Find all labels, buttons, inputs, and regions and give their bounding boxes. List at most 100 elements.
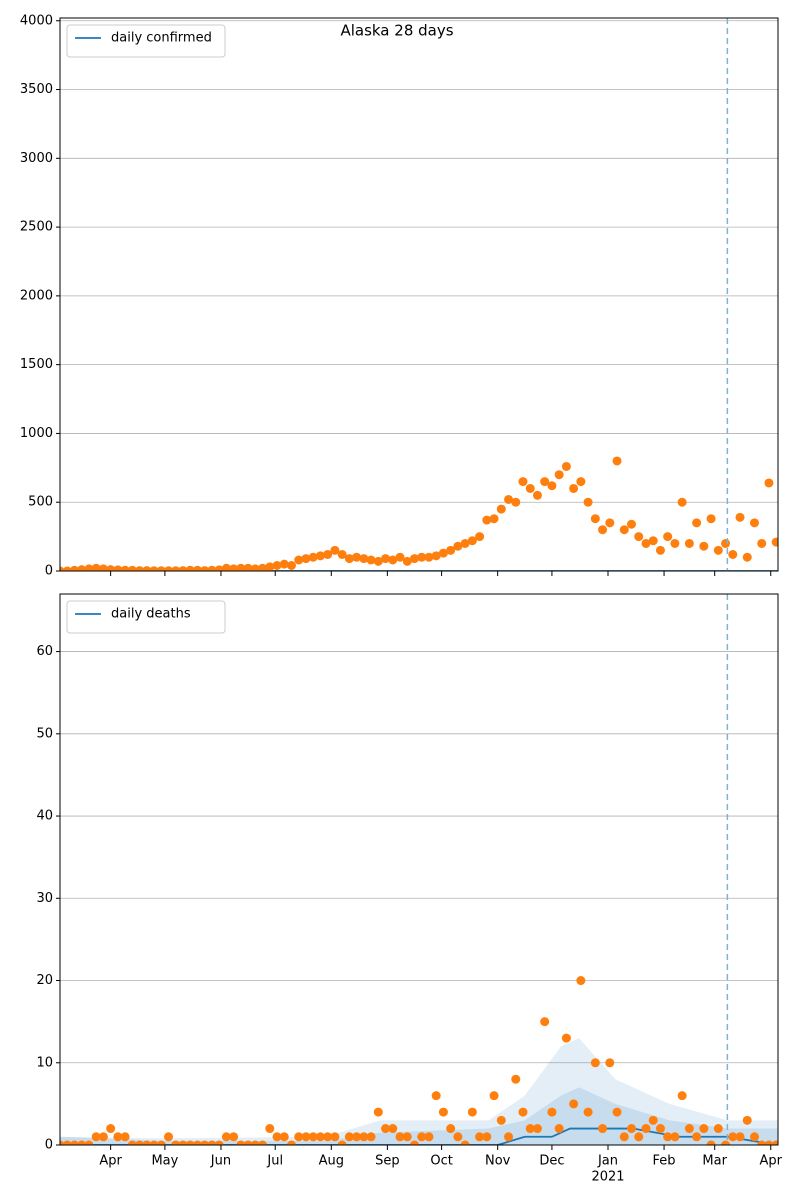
subplot: 0 500 1000 1500 2000 2500 3000 3500 4000 Alaska 2…: [20, 13, 779, 579]
point: [569, 483, 579, 493]
point: [438, 548, 448, 558]
point: [460, 1140, 470, 1145]
point: [178, 1140, 188, 1145]
y-tick-label: 500: [28, 495, 53, 510]
point: [127, 1140, 137, 1145]
line: [60, 1127, 778, 1145]
point: [663, 1132, 673, 1142]
point: [655, 545, 665, 555]
point: [576, 477, 586, 487]
point: [641, 538, 651, 548]
point: [77, 565, 87, 571]
point: [142, 566, 152, 571]
point: [670, 1132, 680, 1142]
point: [677, 1091, 687, 1101]
point: [62, 566, 72, 571]
point: [757, 538, 767, 548]
point: [171, 566, 181, 571]
point: [106, 1124, 116, 1134]
point: [540, 477, 550, 487]
point: [511, 1074, 521, 1084]
point: [395, 552, 405, 562]
point: [352, 552, 362, 562]
point: [525, 483, 535, 493]
point: [344, 554, 354, 564]
point: [431, 1091, 441, 1101]
point: [511, 497, 521, 507]
point: [395, 1132, 405, 1142]
point: [113, 1132, 123, 1142]
point: [91, 1132, 101, 1142]
point: [749, 1132, 759, 1142]
x-tick-label: Jul: [266, 1154, 283, 1169]
legend-label: daily deaths: [111, 607, 191, 622]
point: [308, 1132, 318, 1142]
point: [120, 565, 130, 571]
point: [221, 563, 231, 571]
point: [402, 1132, 412, 1142]
point: [359, 1132, 369, 1142]
y-tick-label: 1500: [20, 357, 53, 372]
point: [749, 518, 759, 528]
point: [258, 563, 268, 571]
point: [171, 1140, 181, 1145]
point: [627, 1124, 637, 1134]
point: [330, 1132, 340, 1142]
point: [713, 545, 723, 555]
point: [156, 566, 166, 571]
point: [106, 565, 116, 571]
point: [149, 566, 159, 571]
point: [294, 555, 304, 565]
point: [142, 1140, 152, 1145]
point: [373, 1107, 383, 1117]
point: [590, 514, 600, 524]
point: [409, 554, 419, 564]
y-tick-label: 1000: [20, 426, 53, 441]
legend-box: [66, 24, 226, 58]
point: [185, 565, 195, 571]
point: [721, 538, 731, 548]
point: [229, 1132, 239, 1142]
point: [236, 1140, 246, 1145]
axes-frame: [59, 17, 779, 572]
x-tick-label: Jun: [210, 1154, 231, 1169]
x-tick-label: Oct: [430, 1154, 452, 1169]
point: [156, 1140, 166, 1145]
y-tick-label: 2000: [20, 288, 53, 303]
point: [583, 1107, 593, 1117]
point: [323, 1132, 333, 1142]
point: [706, 1140, 716, 1145]
point: [279, 1132, 289, 1142]
point: [69, 565, 79, 571]
point: [438, 1107, 448, 1117]
point: [178, 566, 188, 571]
point: [98, 564, 108, 571]
point: [388, 1124, 398, 1134]
point: [352, 1132, 362, 1142]
x-tick-label: Aug: [319, 1154, 344, 1169]
point: [475, 532, 485, 542]
point: [77, 1140, 87, 1145]
point: [699, 1124, 709, 1134]
point: [764, 478, 774, 488]
point: [482, 515, 492, 525]
point: [518, 477, 528, 487]
point: [482, 1132, 492, 1142]
point: [735, 512, 745, 522]
point: [706, 514, 716, 524]
point: [91, 563, 101, 571]
point: [619, 1132, 629, 1142]
point: [713, 1124, 723, 1134]
point: [692, 1132, 702, 1142]
point: [337, 1140, 347, 1145]
point: [554, 470, 564, 480]
point: [84, 1140, 94, 1145]
point: [460, 538, 470, 548]
point: [684, 1124, 694, 1134]
point: [670, 538, 680, 548]
point: [192, 1140, 202, 1145]
axes-frame: [59, 593, 779, 1146]
point: [446, 1124, 456, 1134]
y-tick-label: 4000: [20, 13, 53, 28]
point: [84, 564, 94, 571]
